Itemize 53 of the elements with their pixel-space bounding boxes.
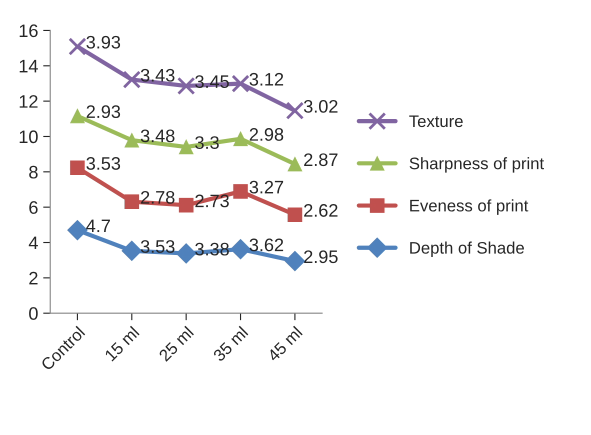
annotation: 3.48 — [140, 129, 174, 142]
x-tick-label: 35 ml — [212, 326, 248, 362]
legend-label: Texture — [409, 116, 463, 128]
point — [176, 243, 196, 264]
point — [178, 198, 194, 213]
x-tick-label: 25 ml — [158, 326, 194, 362]
point — [233, 131, 248, 146]
y-tick-label: 8 — [29, 166, 38, 179]
point — [70, 108, 85, 124]
point — [67, 220, 88, 240]
annotation: 3.53 — [86, 157, 120, 170]
annotation: 3.53 — [140, 240, 174, 253]
point — [288, 156, 302, 172]
annotation: 2.87 — [304, 153, 338, 166]
annotation: 3.02 — [304, 100, 338, 113]
point — [286, 102, 304, 120]
point — [284, 250, 306, 272]
y-tick-label: 4 — [28, 236, 38, 250]
point — [232, 74, 250, 93]
legend-label: Eveness of print — [410, 199, 528, 215]
point — [122, 240, 142, 261]
annotation: 4.7 — [86, 220, 110, 232]
x-tick-label: 15 ml — [104, 326, 140, 362]
annotation: 2.78 — [141, 190, 174, 204]
point — [230, 239, 251, 260]
point — [288, 207, 302, 222]
annotation: 2.62 — [304, 204, 338, 217]
point — [68, 38, 86, 56]
annotation: 2.95 — [304, 250, 338, 264]
annotation: 3.93 — [86, 36, 120, 49]
y-tick-label: 2 — [29, 272, 38, 284]
x-tick-label: 45 ml — [266, 326, 303, 362]
point — [178, 140, 194, 154]
legend-label: Depth of Shade — [410, 242, 524, 258]
annotation: 3.62 — [250, 238, 284, 252]
annotation: 3.43 — [140, 68, 174, 82]
y-tick-label: 14 — [20, 60, 38, 72]
point — [124, 194, 140, 209]
point — [177, 76, 196, 95]
legend-label: Sharpness of print — [410, 157, 544, 173]
y-tick-label: 0 — [29, 307, 38, 320]
point — [124, 132, 140, 148]
y-tick-label: 12 — [20, 95, 38, 108]
point — [70, 160, 85, 176]
annotation: 2.98 — [250, 128, 284, 141]
annotation: 3.12 — [250, 72, 284, 86]
y-tick-label: 6 — [29, 201, 38, 214]
point — [233, 184, 248, 199]
point — [122, 70, 141, 89]
y-tick-label: 16 — [20, 24, 38, 38]
annotation: 2.93 — [86, 105, 120, 118]
annotation: 3.27 — [250, 180, 284, 194]
y-tick-label: 10 — [20, 130, 38, 144]
